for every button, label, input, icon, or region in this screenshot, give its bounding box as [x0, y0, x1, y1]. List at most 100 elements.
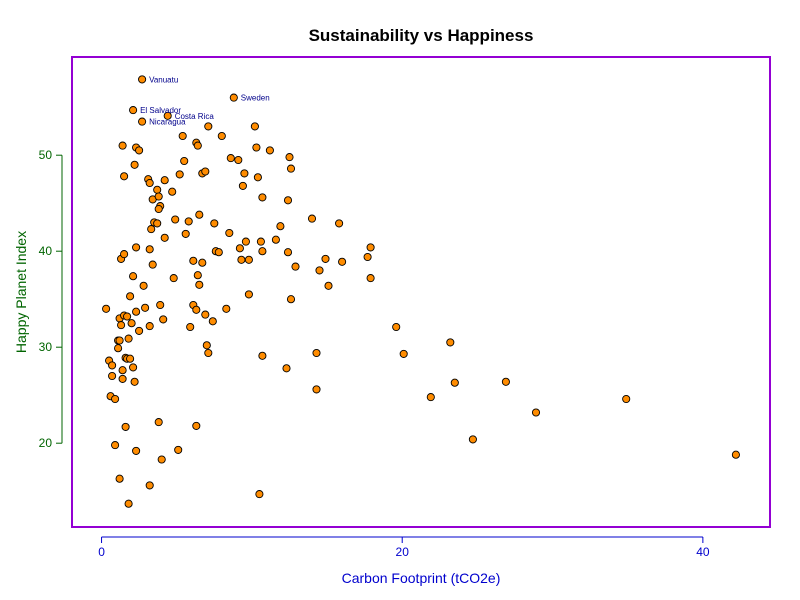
data-point [169, 274, 178, 283]
data-point [252, 143, 261, 152]
data-point [124, 334, 133, 343]
data-point [132, 307, 141, 316]
data-point [286, 164, 296, 173]
data-point [138, 75, 147, 84]
data-point [154, 204, 163, 214]
data-point [111, 441, 120, 450]
data-point [204, 348, 213, 358]
data-point [271, 235, 280, 244]
data-point [363, 252, 372, 262]
data-point [129, 272, 138, 281]
data-point [307, 214, 317, 223]
data-point [366, 274, 375, 283]
data-point [241, 237, 250, 246]
data-point [255, 490, 264, 499]
data-point [127, 319, 136, 328]
data-point [622, 394, 631, 404]
data-point [192, 421, 201, 430]
data-point [256, 237, 265, 246]
data-point [115, 474, 124, 483]
data-point [181, 229, 190, 238]
data-point [139, 281, 148, 290]
data-point [123, 312, 132, 321]
data-point [312, 385, 321, 394]
data-point [399, 349, 408, 358]
data-point [258, 193, 267, 202]
x-axis: 0 20 40 [98, 536, 710, 559]
data-point [147, 225, 156, 234]
data-point [129, 106, 138, 115]
data-point [240, 169, 249, 178]
data-point [111, 394, 120, 404]
data-point [115, 336, 124, 345]
data-point [126, 354, 135, 363]
data-point [135, 326, 144, 335]
data-point [229, 93, 238, 102]
data-point [102, 304, 111, 313]
data-point [276, 222, 285, 231]
data-point [130, 377, 139, 386]
data-point [253, 173, 262, 182]
data-point [157, 455, 166, 464]
data-point [148, 260, 157, 269]
plot-border [71, 56, 771, 528]
data-point [426, 393, 435, 402]
data-point [145, 322, 154, 331]
data-point [315, 266, 324, 275]
data-point [501, 377, 510, 386]
data-point [189, 256, 198, 265]
data-point [192, 305, 201, 314]
data-point [214, 248, 223, 257]
data-point [132, 446, 141, 455]
data-point [180, 156, 189, 166]
data-point [235, 244, 244, 253]
annotation-label: Costa Rica [175, 112, 215, 121]
data-point [244, 255, 253, 264]
data-point [184, 217, 193, 226]
data-point [250, 122, 259, 131]
data-point [141, 303, 150, 312]
data-point [265, 146, 274, 155]
annotation-label: Vanuatu [149, 75, 178, 84]
data-point [258, 351, 267, 360]
data-point [138, 117, 147, 126]
data-point [258, 247, 267, 256]
data-point [154, 418, 163, 427]
data-point [126, 292, 135, 301]
data-point [731, 450, 740, 459]
data-point [201, 167, 210, 176]
data-point [226, 154, 235, 163]
data-point [121, 422, 130, 431]
data-point [153, 219, 162, 228]
data-point [321, 254, 330, 263]
data-point [198, 258, 207, 267]
data-point [132, 243, 141, 252]
data-point [193, 141, 202, 150]
x-tick-label: 20 [396, 545, 410, 559]
data-point [145, 178, 154, 188]
data-point [338, 257, 347, 266]
data-point [120, 250, 129, 259]
data-point [244, 290, 253, 299]
data-point [120, 172, 129, 181]
data-point [129, 363, 138, 372]
y-axis: 20 30 40 50 [39, 148, 63, 450]
data-point [324, 281, 333, 290]
data-point [291, 262, 300, 271]
data-point [210, 219, 219, 228]
data-point [286, 295, 296, 304]
y-axis-label: Happy Planet Index [13, 231, 29, 353]
data-point [114, 344, 123, 353]
data-point [145, 481, 154, 490]
y-tick-label: 20 [39, 436, 53, 450]
data-point [238, 181, 247, 190]
data-point [283, 196, 293, 205]
data-point [118, 366, 127, 375]
data-point [118, 374, 127, 383]
data-point [124, 499, 133, 508]
data-point [202, 341, 211, 350]
data-point [153, 185, 162, 194]
data-point [145, 245, 154, 254]
data-point [225, 228, 234, 238]
